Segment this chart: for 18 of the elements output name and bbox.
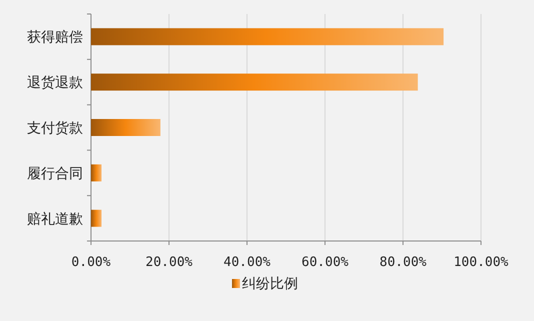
bar (91, 28, 444, 46)
y-tick-label: 支付货款 (27, 120, 83, 136)
x-tick-label: 60.00% (302, 255, 349, 270)
bar (91, 74, 418, 91)
x-tick-label: 20.00% (146, 255, 193, 270)
y-tick-label: 退货退款 (27, 75, 83, 92)
bar (91, 210, 102, 227)
bar (91, 164, 102, 182)
x-tick-label: 80.00% (380, 255, 427, 270)
legend: 纠纷比例 (232, 276, 298, 292)
legend-label: 纠纷比例 (242, 276, 298, 292)
x-tick-label: 100.00% (454, 255, 509, 270)
x-tick-label: 40.00% (224, 255, 271, 270)
x-tick-label: 0.00% (71, 255, 111, 270)
y-tick-label: 获得赔偿 (27, 30, 83, 46)
bar (91, 119, 160, 136)
y-tick-label: 履行合同 (27, 166, 83, 182)
y-tick-label: 赔礼道歉 (27, 211, 83, 228)
